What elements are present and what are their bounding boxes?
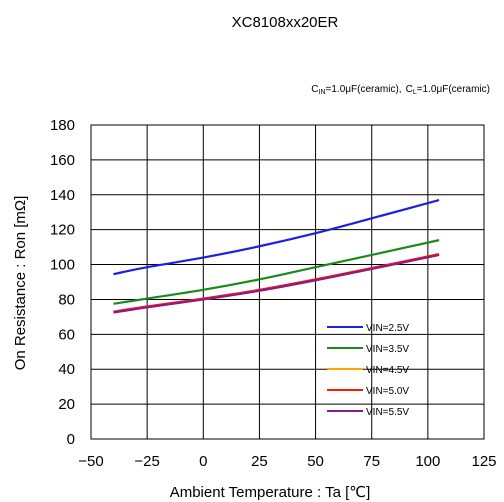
cl-sub: L xyxy=(413,89,417,96)
y-tick-label: 160 xyxy=(50,152,75,169)
y-tick-label: 60 xyxy=(58,326,75,343)
x-tick-label: 25 xyxy=(251,453,268,470)
y-tick-labels: 0 20 40 60 80 100 120 140 160 180 xyxy=(50,117,75,448)
series-line-1 xyxy=(113,239,440,305)
plot-frame xyxy=(90,124,485,440)
cl-value: =1.0μF(ceramic) xyxy=(417,84,490,95)
x-tick-label: 75 xyxy=(363,453,380,470)
series-line-4 xyxy=(113,253,440,314)
y-tick-label: 120 xyxy=(50,222,75,239)
legend-label-2: VIN=4.5V xyxy=(366,365,409,376)
y-axis-label: On Resistance : Ron [mΩ] xyxy=(12,196,29,371)
legend-label-4: VIN=5.5V xyxy=(366,407,409,418)
x-tick-label: 125 xyxy=(471,453,496,470)
cl-prefix: C xyxy=(406,84,413,95)
cin-value: =1.0μF(ceramic), xyxy=(326,84,402,95)
legend-label-1: VIN=3.5V xyxy=(366,344,409,355)
legend-label-3: VIN=5.0V xyxy=(366,386,409,397)
x-tick-label: −50 xyxy=(78,453,103,470)
series-line-0 xyxy=(113,198,440,276)
y-tick-label: 180 xyxy=(50,117,75,134)
x-tick-label: 100 xyxy=(415,453,440,470)
series-line-3 xyxy=(113,253,440,313)
chart-title: XC8108xx20ER xyxy=(232,14,339,31)
chart-conditions: CIN=1.0μF(ceramic), CL=1.0μF(ceramic) xyxy=(311,84,490,96)
x-tick-labels: −50 −25 0 25 50 75 100 125 xyxy=(78,453,496,470)
y-tick-label: 80 xyxy=(58,291,75,308)
cin-prefix: C xyxy=(311,84,318,95)
y-tick-label: 140 xyxy=(50,187,75,204)
x-tick-label: 0 xyxy=(199,453,207,470)
y-tick-label: 100 xyxy=(50,257,75,274)
y-tick-label: 40 xyxy=(58,361,75,378)
x-tick-label: 50 xyxy=(307,453,324,470)
legend: VIN=2.5V VIN=3.5V VIN=4.5V VIN=5.0V VIN=5.5V xyxy=(327,323,409,418)
y-tick-label: 20 xyxy=(58,396,75,413)
x-tick-label: −25 xyxy=(134,453,159,470)
x-axis-label: Ambient Temperature : Ta [℃] xyxy=(170,484,371,501)
series-lines xyxy=(113,198,440,314)
legend-label-0: VIN=2.5V xyxy=(366,323,409,334)
cin-sub: IN xyxy=(319,89,326,96)
grid xyxy=(90,124,485,440)
y-tick-label: 0 xyxy=(67,431,75,448)
